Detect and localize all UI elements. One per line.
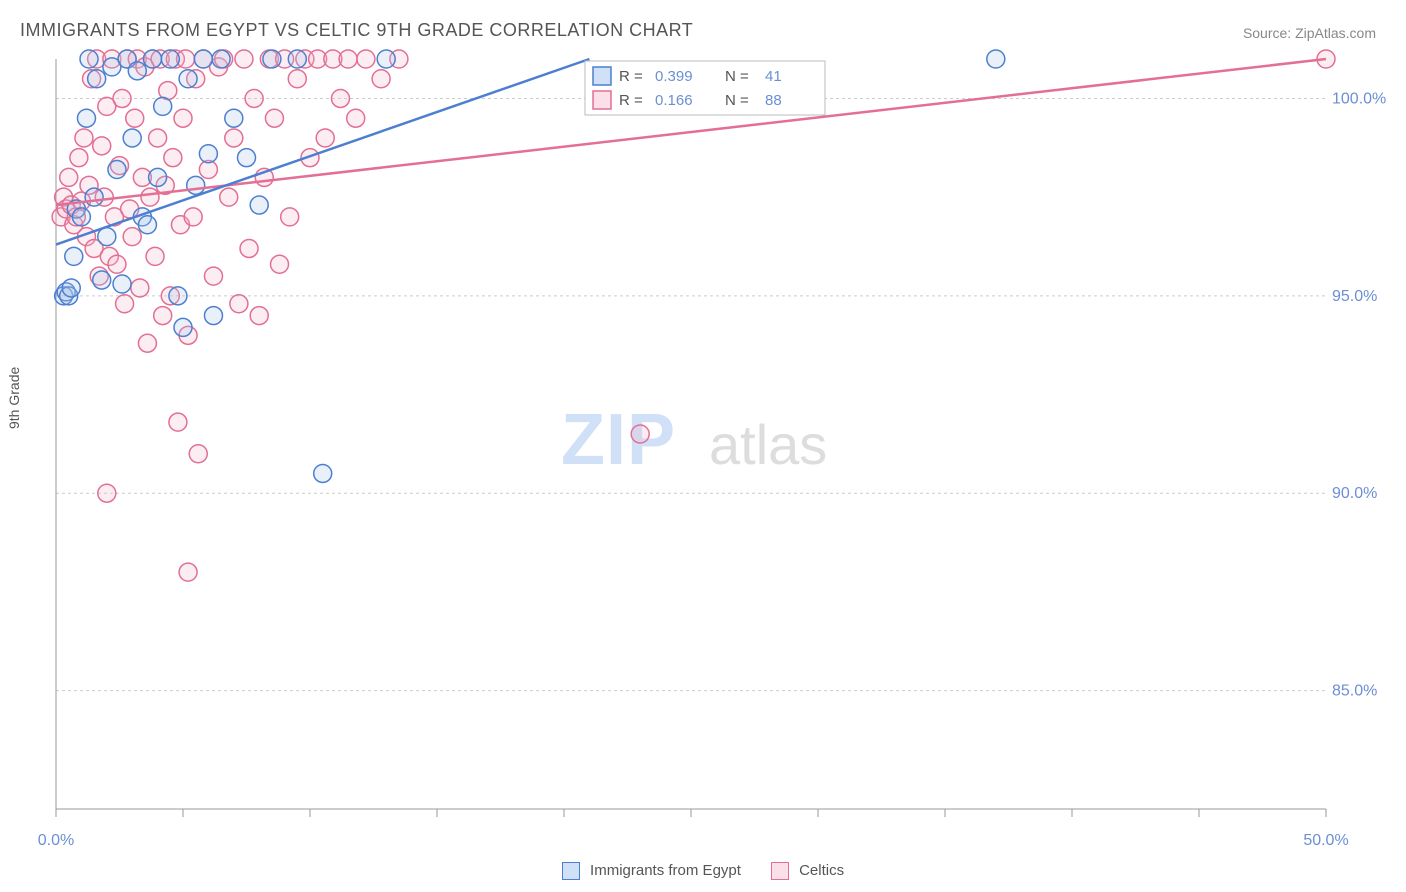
bottom-legend: Immigrants from Egypt Celtics [0, 862, 1406, 880]
source-name: ZipAtlas.com [1295, 25, 1376, 41]
svg-text:90.0%: 90.0% [1332, 485, 1377, 502]
svg-text:N =: N = [725, 92, 749, 109]
svg-text:100.0%: 100.0% [1332, 90, 1386, 107]
svg-text:88: 88 [765, 92, 782, 109]
svg-text:95.0%: 95.0% [1332, 288, 1377, 305]
svg-text:41: 41 [765, 68, 782, 85]
svg-text:R =: R = [619, 92, 643, 109]
scatter-plot: ZIP atlas 85.0% 90.0% 95.0% 100.0% 0.0% 50.0% R … [20, 49, 1386, 849]
chart-header: IMMIGRANTS FROM EGYPT VS CELTIC 9TH GRAD… [0, 0, 1406, 49]
legend-swatch-celtics [771, 862, 789, 880]
legend-label-egypt: Immigrants from Egypt [590, 862, 741, 879]
svg-text:atlas: atlas [709, 413, 827, 476]
svg-text:0.166: 0.166 [655, 92, 693, 109]
svg-text:ZIP: ZIP [561, 400, 676, 480]
svg-text:50.0%: 50.0% [1303, 832, 1348, 849]
svg-text:R =: R = [619, 68, 643, 85]
svg-text:0.399: 0.399 [655, 68, 693, 85]
legend-item-egypt: Immigrants from Egypt [562, 862, 741, 880]
svg-text:0.0%: 0.0% [38, 832, 74, 849]
legend-item-celtics: Celtics [771, 862, 844, 880]
source-attribution: Source: ZipAtlas.com [1243, 25, 1376, 41]
source-label: Source: [1243, 25, 1291, 41]
legend-swatch-egypt [562, 862, 580, 880]
chart-container: 9th Grade ZIPatlas85.0%90.0%95.0%100.0%0… [20, 49, 1386, 849]
chart-title: IMMIGRANTS FROM EGYPT VS CELTIC 9TH GRAD… [20, 20, 693, 41]
legend-label-celtics: Celtics [799, 862, 844, 879]
y-axis-label: 9th Grade [6, 367, 22, 429]
svg-text:N =: N = [725, 68, 749, 85]
svg-text:85.0%: 85.0% [1332, 683, 1377, 700]
